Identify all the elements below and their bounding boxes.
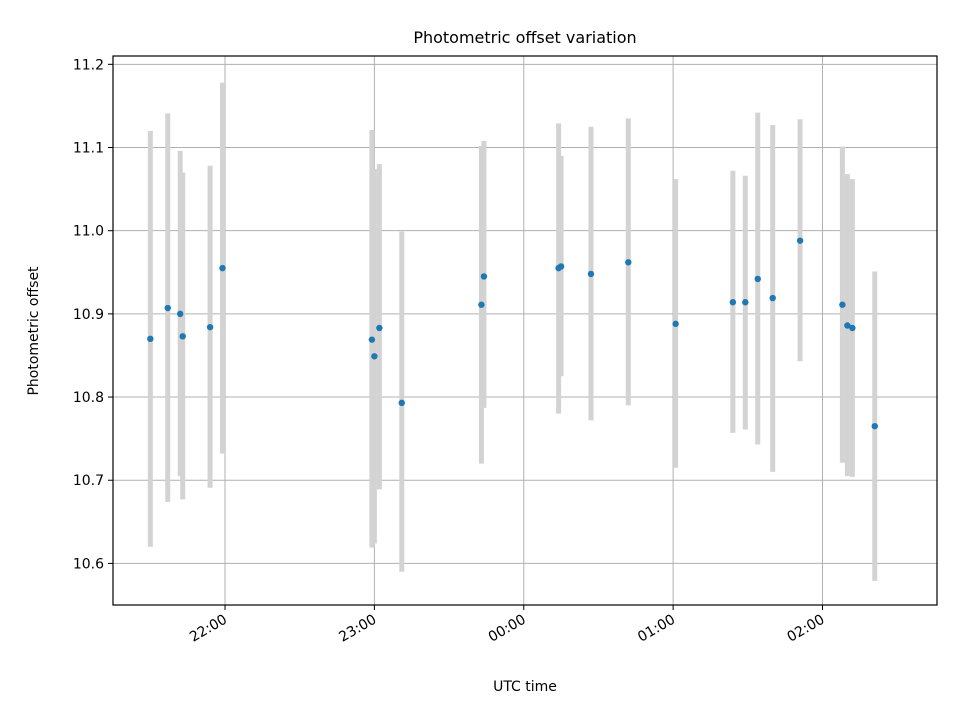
y-tick-label: 10.9	[73, 307, 104, 323]
data-point	[206, 323, 214, 331]
data-point	[754, 275, 761, 283]
data-point	[587, 270, 595, 278]
data-point	[672, 320, 679, 328]
data-point	[557, 263, 565, 270]
data-point	[480, 273, 488, 280]
data-point	[376, 324, 383, 332]
data-points	[147, 237, 878, 430]
x-axis-label: UTC time	[493, 679, 557, 695]
data-point	[478, 301, 485, 308]
data-point	[849, 324, 856, 332]
y-tick-label: 10.8	[73, 390, 104, 406]
data-point	[147, 335, 154, 343]
data-point	[871, 422, 878, 430]
data-point	[729, 299, 737, 306]
data-point	[398, 399, 405, 407]
data-point	[371, 353, 378, 360]
y-tick-label: 10.7	[73, 473, 104, 489]
data-point	[177, 310, 184, 318]
data-point	[796, 237, 804, 244]
data-point	[164, 304, 171, 312]
data-point	[625, 259, 632, 266]
plot-frame	[112, 55, 938, 606]
data-point	[179, 333, 186, 340]
data-point	[769, 294, 776, 302]
data-point	[368, 336, 376, 343]
data-point	[839, 301, 846, 308]
y-tick-label: 11.0	[73, 224, 104, 240]
y-tick-label: 11.2	[73, 57, 104, 73]
y-tick-label: 10.6	[73, 556, 104, 572]
data-point	[742, 299, 749, 306]
y-axis: 10.6 10.7 10.8 10.9 11.0 11.1 11.2	[73, 57, 113, 572]
y-axis-label: Photometric offset	[26, 266, 42, 396]
y-tick-label: 11.1	[73, 141, 104, 157]
data-point	[219, 264, 226, 272]
chart-title: Photometric offset variation	[413, 28, 636, 47]
data-point	[844, 322, 851, 329]
